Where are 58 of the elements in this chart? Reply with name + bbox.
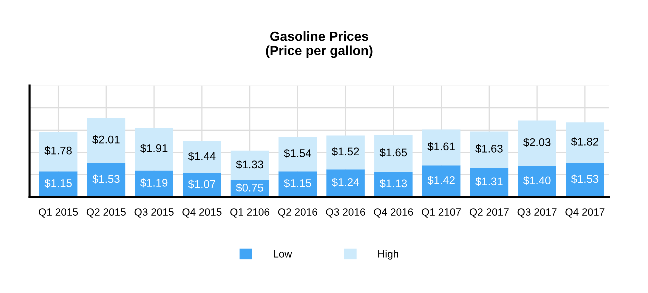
data-label: $1.91 xyxy=(140,144,168,154)
data-label: $1.42 xyxy=(428,176,455,186)
bar xyxy=(422,166,461,198)
legend-label: Low xyxy=(274,250,292,258)
x-tick-label: Q2 2017 xyxy=(470,208,509,218)
bar xyxy=(566,163,604,198)
x-tick-label: Q4 2016 xyxy=(374,208,414,218)
data-label: $1.15 xyxy=(44,179,72,188)
bar xyxy=(87,163,126,198)
data-label: $1.52 xyxy=(332,147,360,156)
data-label: $2.03 xyxy=(524,138,551,148)
data-label: $2.01 xyxy=(92,135,120,144)
bar xyxy=(326,170,365,198)
bar xyxy=(87,118,126,164)
data-label: $1.53 xyxy=(92,174,120,184)
x-tick-label: Q2 2015 xyxy=(86,208,126,218)
x-tick-label: Q2 2016 xyxy=(278,208,318,218)
bar xyxy=(374,135,413,172)
bar xyxy=(518,120,556,166)
bar xyxy=(135,170,174,198)
bar xyxy=(470,168,509,198)
x-tick-label: Q1 2015 xyxy=(39,208,78,218)
data-label: $1.31 xyxy=(476,177,503,186)
data-label: $1.40 xyxy=(524,176,551,186)
bar xyxy=(566,122,604,164)
bar xyxy=(39,132,78,172)
data-label: $1.63 xyxy=(476,144,503,154)
data-label: $1.15 xyxy=(284,179,312,188)
x-tick-label: Q3 2015 xyxy=(134,208,174,218)
bar xyxy=(326,136,365,170)
data-label: $1.44 xyxy=(188,152,216,161)
bar xyxy=(470,132,509,168)
bar xyxy=(422,130,461,166)
x-tick-label: Q1 2106 xyxy=(230,208,270,218)
bar xyxy=(135,128,174,171)
bar xyxy=(183,141,222,174)
data-label: $1.65 xyxy=(380,148,408,158)
data-label: $0.75 xyxy=(236,183,264,192)
data-label: $1.78 xyxy=(44,146,72,156)
data-label: $1.61 xyxy=(428,142,455,152)
data-label: $1.33 xyxy=(236,160,264,170)
chart-title: Gasoline Prices (Price per gallon) xyxy=(266,32,373,58)
bar xyxy=(518,166,556,198)
data-label: $1.19 xyxy=(140,178,168,188)
x-tick-label: Q4 2015 xyxy=(182,208,222,218)
bar xyxy=(230,150,270,180)
bar xyxy=(278,137,318,172)
data-label: $1.13 xyxy=(380,179,408,188)
data-label: $1.54 xyxy=(284,149,312,158)
x-tick-label: Q1 2107 xyxy=(422,208,462,218)
legend-label: High xyxy=(378,250,398,260)
x-tick-label: Q3 2017 xyxy=(518,208,557,218)
data-label: $1.24 xyxy=(332,178,360,188)
x-tick-label: Q3 2016 xyxy=(326,208,366,218)
data-label: $1.07 xyxy=(188,180,216,189)
x-tick-label: Q4 2017 xyxy=(566,208,605,218)
data-label: $1.53 xyxy=(571,174,599,184)
data-label: $1.82 xyxy=(571,138,599,146)
